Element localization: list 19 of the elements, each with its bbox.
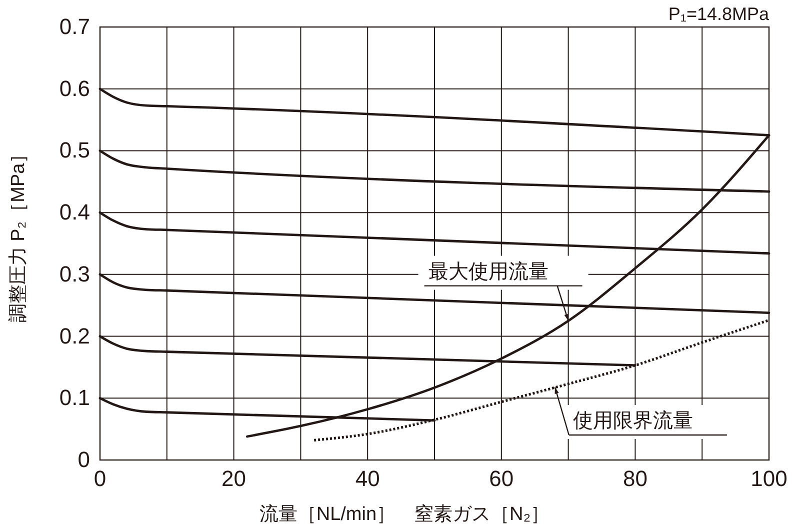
x-tick-label: 100 — [750, 466, 788, 491]
y-tick-label: 0.3 — [59, 261, 90, 286]
x-axis-title: 流量［NL/min］ 窒素ガス［N₂］ — [259, 503, 550, 525]
annotation: 使用限界流量 — [572, 410, 693, 432]
chart-title: P₁=14.8MPa — [668, 4, 770, 24]
x-tick-label: 40 — [355, 466, 380, 491]
y-tick-label: 0.4 — [59, 200, 90, 225]
x-tick-label: 0 — [94, 466, 106, 491]
y-tick-label: 0.1 — [59, 385, 90, 410]
annotation: 最大使用流量 — [428, 260, 548, 283]
y-axis-title: 調整圧力 P₂［MPa］ — [8, 144, 29, 323]
y-tick-label: 0.5 — [59, 138, 90, 163]
x-tick-label: 20 — [222, 466, 246, 491]
y-tick-label: 0.6 — [59, 76, 90, 101]
y-tick-label: 0 — [78, 447, 90, 472]
y-tick-label: 0.7 — [59, 14, 90, 39]
y-tick-label: 0.2 — [59, 323, 90, 348]
x-tick-label: 60 — [489, 466, 514, 491]
x-tick-label: 80 — [622, 466, 648, 491]
